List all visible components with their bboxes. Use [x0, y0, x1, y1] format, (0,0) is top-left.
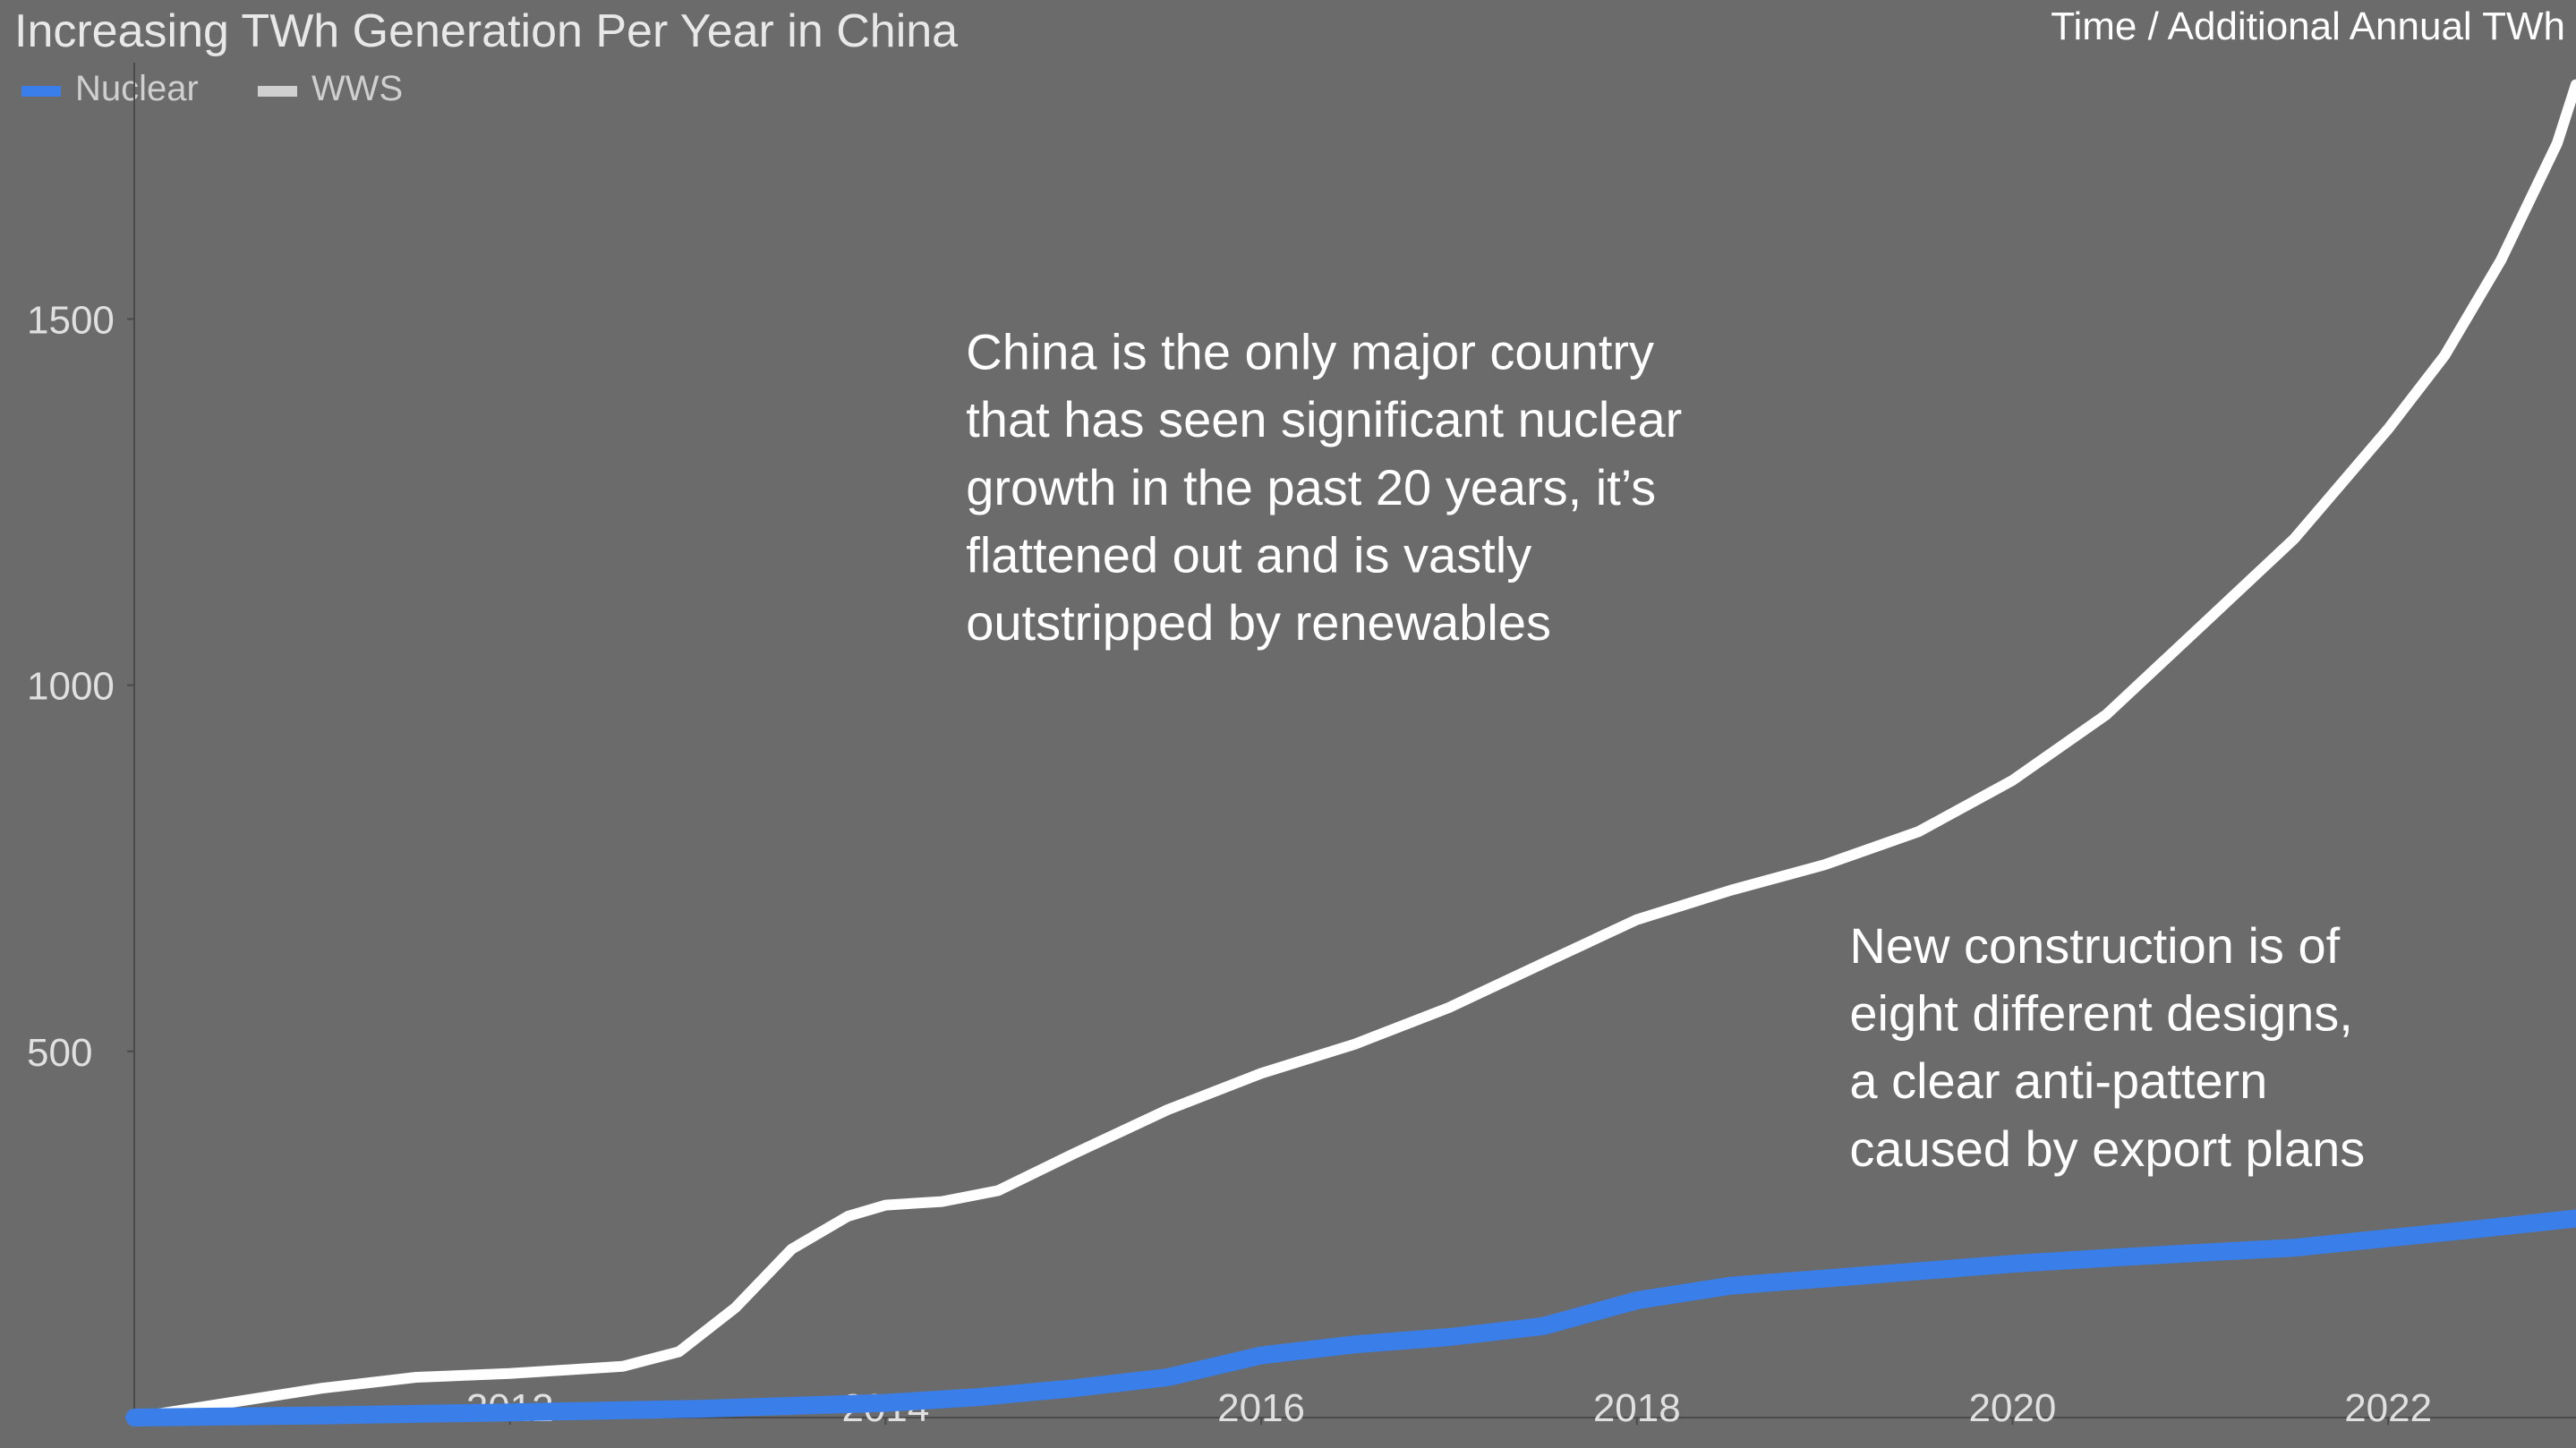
y-tick-label: 500: [27, 1031, 92, 1075]
y-tick-label: 1500: [27, 298, 115, 342]
y-tick-label: 1000: [27, 665, 115, 709]
x-tick-label: 2020: [1969, 1386, 2057, 1430]
legend-swatch-nuclear: [21, 86, 61, 97]
legend-label-wws: WWS: [311, 69, 403, 108]
annotation-line: outstripped by renewables: [966, 594, 1551, 651]
axis-title: Time / Additional Annual TWh: [2051, 4, 2565, 48]
annotation-line: that has seen significant nuclear: [966, 391, 1682, 447]
x-tick-label: 2022: [2344, 1386, 2432, 1430]
x-tick-label: 2018: [1593, 1386, 1681, 1430]
annotation-line: China is the only major country: [966, 324, 1654, 380]
annotation-line: a clear anti-pattern: [1849, 1052, 2267, 1109]
line-chart: Increasing TWh Generation Per Year in Ch…: [0, 0, 2576, 1448]
annotation-line: caused by export plans: [1849, 1120, 2365, 1177]
chart-background: [0, 0, 2576, 1448]
legend-swatch-wws: [258, 86, 297, 97]
x-tick-label: 2016: [1217, 1386, 1305, 1430]
annotation-line: New construction is of: [1849, 917, 2340, 974]
chart-container: Increasing TWh Generation Per Year in Ch…: [0, 0, 2576, 1448]
annotation-line: eight different designs,: [1849, 985, 2352, 1042]
annotation-line: flattened out and is vastly: [966, 526, 1531, 583]
annotation-line: growth in the past 20 years, it’s: [966, 459, 1656, 515]
chart-title: Increasing TWh Generation Per Year in Ch…: [14, 5, 958, 57]
legend-label-nuclear: Nuclear: [75, 69, 199, 108]
